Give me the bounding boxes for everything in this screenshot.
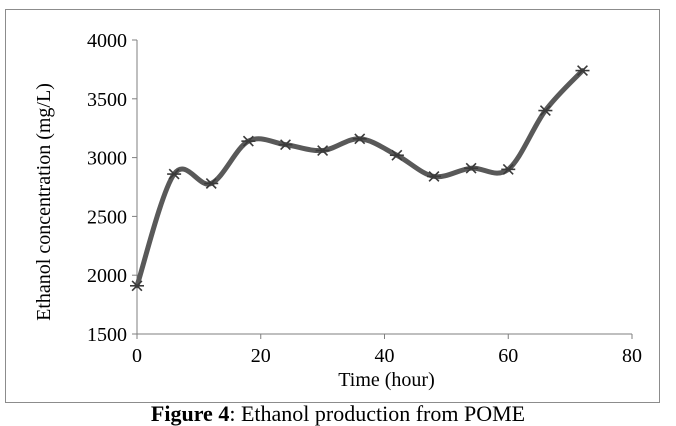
data-point-marker xyxy=(278,139,293,151)
data-point-marker xyxy=(464,162,479,174)
series-line xyxy=(134,68,585,289)
data-point-marker xyxy=(204,178,219,189)
chart-frame xyxy=(5,9,660,403)
x-tick-label: 40 xyxy=(375,345,395,367)
data-point-marker xyxy=(575,65,590,77)
figure-caption-label: Figure 4 xyxy=(150,401,230,426)
y-tick-label: 3000 xyxy=(87,148,127,170)
figure-caption: Figure 4: Ethanol production from POME xyxy=(0,402,676,426)
data-point-marker xyxy=(241,135,256,147)
data-point-marker xyxy=(538,105,553,117)
x-tick-label: 60 xyxy=(498,345,518,367)
figure-caption-separator: : xyxy=(229,401,241,426)
x-tick-label: 80 xyxy=(622,345,642,367)
data-point-marker xyxy=(315,145,330,157)
y-tick-label: 1500 xyxy=(87,324,127,346)
axes xyxy=(132,39,633,339)
y-tick-label: 2500 xyxy=(87,206,127,228)
x-tick-label: 0 xyxy=(132,345,142,367)
y-axis-title: Ethanol concentration (mg/L) xyxy=(33,83,55,321)
data-point-marker xyxy=(427,170,441,182)
data-point-marker xyxy=(130,280,144,292)
y-tick-label: 4000 xyxy=(87,30,127,52)
data-point-marker xyxy=(167,168,182,180)
data-point-marker xyxy=(389,149,404,161)
data-point-marker xyxy=(352,133,367,145)
data-markers xyxy=(130,65,590,292)
y-tick-label: 2000 xyxy=(87,265,127,287)
tick-labels: 1500 2000 2500 3000 3500 4000 0 20 40 60 80 xyxy=(87,30,642,367)
x-axis-title: Time (hour) xyxy=(338,369,434,391)
x-tick-label: 20 xyxy=(251,345,271,367)
data-point-marker xyxy=(501,163,516,175)
figure-caption-text: Ethanol production from POME xyxy=(240,401,526,426)
y-tick-label: 3500 xyxy=(87,89,127,111)
